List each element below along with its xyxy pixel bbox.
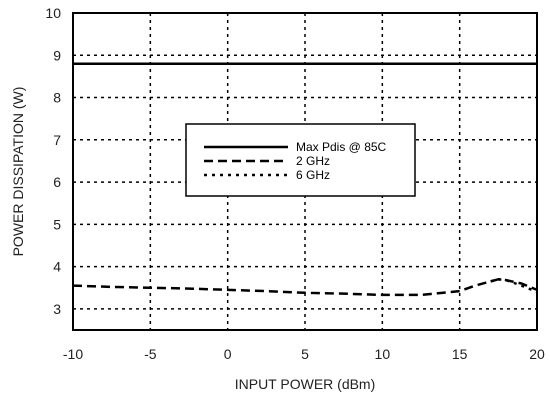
y-tick-label: 10 — [45, 5, 61, 21]
x-tick-label: 20 — [529, 346, 545, 362]
y-tick-label: 6 — [53, 174, 61, 190]
series-lines — [72, 62, 538, 297]
x-axis-ticks: -10 -5 0 5 10 15 20 — [63, 346, 545, 362]
plot-area-frame — [72, 12, 538, 331]
legend-label: 6 GHz — [296, 168, 330, 182]
y-tick-label: 4 — [53, 259, 61, 275]
y-axis-title: POWER DISSIPATION (W) — [10, 87, 26, 257]
x-tick-label: 10 — [375, 346, 391, 362]
x-tick-label: 15 — [452, 346, 468, 362]
y-tick-label: 9 — [53, 47, 61, 63]
x-tick-label: -5 — [144, 346, 157, 362]
legend-label: Max Pdis @ 85C — [296, 140, 387, 154]
x-tick-label: 5 — [301, 346, 309, 362]
y-axis-ticks: 3 4 5 6 7 8 9 10 — [45, 5, 61, 317]
series-line-3 — [490, 278, 538, 294]
x-axis-title: INPUT POWER (dBm) — [235, 376, 376, 392]
legend-box — [185, 123, 416, 197]
x-tick-label: 0 — [224, 346, 232, 362]
y-tick-label: 7 — [53, 132, 61, 148]
y-tick-label: 5 — [53, 216, 61, 232]
y-tick-label: 3 — [53, 301, 61, 317]
x-tick-label: -10 — [63, 346, 83, 362]
legend-label: 2 GHz — [296, 154, 330, 168]
y-tick-label: 8 — [53, 90, 61, 106]
series-line-2 — [72, 278, 538, 297]
